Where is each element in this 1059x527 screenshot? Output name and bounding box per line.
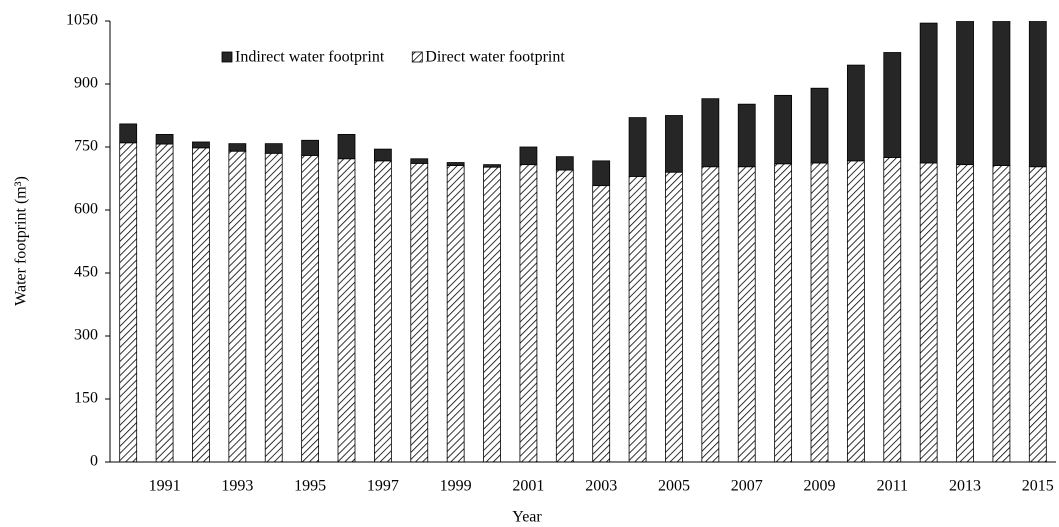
x-axis-title: Year [512,509,542,526]
bar-segment [701,98,720,168]
bar-segment [119,123,138,144]
bar-segment [301,154,320,462]
x-tick-label: 2005 [658,478,690,495]
x-tick-label: 1999 [440,478,472,495]
x-tick-label: 1997 [367,478,399,495]
bar-segment [883,157,902,462]
x-tick-label: 2009 [804,478,836,495]
bar-segment [228,143,247,152]
bar-segment [483,166,501,462]
bar-segment [592,160,611,187]
bar-segment [337,133,356,160]
x-tick-label: 2015 [1022,478,1054,495]
bar-segment [774,94,793,165]
x-tick-label: 1993 [221,478,253,495]
y-tick-label: 300 [74,327,98,344]
y-tick-label: 750 [74,138,98,155]
bar-segment [919,162,938,462]
bar-segment [228,150,247,462]
bar-segment [119,142,138,462]
bar-segment [519,146,538,166]
x-tick-label: 2013 [949,478,981,495]
bar-segment [1028,21,1047,168]
x-tick-label: 2007 [731,478,763,495]
bar-segment [555,156,574,171]
bar-segment [446,165,465,462]
bar-segment [810,87,829,164]
bar-segment [264,143,283,154]
bar-segment [737,166,756,462]
bar-segment [410,158,429,164]
bar-segment [264,152,283,462]
bar-segment [846,64,865,162]
x-tick-label: 2011 [877,478,908,495]
bar-segment [155,133,174,145]
bar-segment [665,115,683,173]
bar-segment [628,117,647,177]
legend-label: Direct water footprint [425,49,565,66]
bar-segment [665,171,683,462]
bar-segment [337,158,356,462]
legend-swatch [221,51,233,63]
legend-swatch [411,51,423,63]
y-tick-label: 150 [74,390,98,407]
y-tick-label: 600 [74,201,98,218]
bar-segment [373,160,392,462]
y-tick-label: 900 [74,75,98,92]
bar-segment [846,160,865,462]
bar-segment [810,162,829,462]
bar-segment [483,164,501,168]
x-tick-label: 1991 [149,478,181,495]
bar-segment [155,143,174,462]
bar-segment [373,148,392,162]
bar-segment [774,163,793,462]
legend-label: Indirect water footprint [235,49,385,66]
y-tick-label: 1050 [66,12,98,29]
bar-segment [701,166,720,462]
bar-segment [956,21,974,166]
bar-segment [992,165,1011,462]
bar-segment [628,175,647,462]
x-tick-label: 1995 [294,478,326,495]
bar-segment [1028,166,1047,462]
x-tick-label: 2001 [512,478,544,495]
bar-segment [446,162,465,166]
bar-segment [956,164,974,462]
bar-segment [301,139,320,156]
bar-segment [919,22,938,164]
x-tick-label: 2003 [585,478,617,495]
bar-segment [192,141,210,149]
bar-segment [410,162,429,462]
bar-segment [192,147,210,462]
y-tick-label: 450 [74,264,98,281]
bar-segment [555,169,574,462]
y-tick-label: 0 [90,453,98,470]
y-axis-title: Water footprint (m³) [13,176,30,306]
bar-segment [519,164,538,462]
bar-segment [737,103,756,168]
bar-segment [883,52,902,158]
bar-segment [992,21,1011,166]
bar-segment [592,185,611,462]
